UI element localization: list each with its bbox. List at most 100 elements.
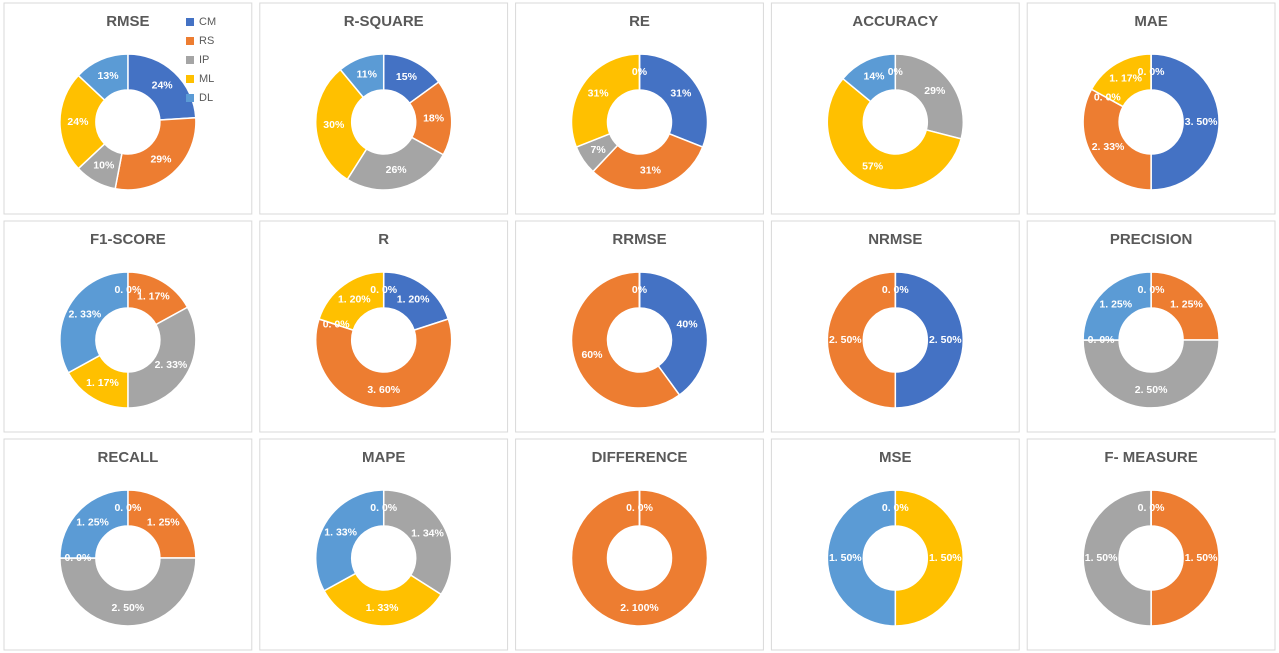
data-label: 7% <box>591 144 607 156</box>
donut-slice <box>1150 271 1220 341</box>
chart-title: RMSE <box>106 13 149 30</box>
data-label: 1. 17% <box>137 291 170 303</box>
data-label: 0% <box>888 66 904 78</box>
chart-title: RE <box>629 13 650 30</box>
data-label: 2. 50% <box>1135 384 1168 396</box>
data-label: 1. 20% <box>397 293 430 305</box>
data-label: 0. 0% <box>1094 92 1122 104</box>
donut-slice <box>382 489 453 596</box>
donut-slice <box>1150 53 1220 191</box>
data-label: 3. 60% <box>367 384 400 396</box>
data-label: 24% <box>67 116 89 128</box>
donut-slice <box>841 53 897 103</box>
legend-label: ML <box>199 73 214 85</box>
legend-label: RS <box>199 35 214 47</box>
data-label: 60% <box>581 349 603 361</box>
data-label: 1. 50% <box>1085 552 1118 564</box>
data-label: 10% <box>93 160 115 172</box>
donut-slice <box>59 489 129 559</box>
legend-swatch <box>186 75 194 83</box>
data-label: 0. 0% <box>323 318 351 330</box>
data-label: 1. 25% <box>147 516 180 528</box>
chart-title: MAE <box>1134 13 1167 30</box>
data-label: 0. 0% <box>882 502 910 514</box>
data-label: 11% <box>357 69 378 81</box>
legend-label: IP <box>199 54 209 66</box>
chart-title: PRECISION <box>1110 231 1193 248</box>
data-label: 24% <box>152 79 174 91</box>
chart-title: ACCURACY <box>852 13 938 30</box>
panel <box>770 2 1020 215</box>
legend-swatch <box>186 94 194 102</box>
donut-slice <box>59 557 197 627</box>
data-label: 31% <box>588 88 610 100</box>
data-label: 3. 50% <box>1185 116 1218 128</box>
data-label: 0. 0% <box>882 284 910 296</box>
data-label: 57% <box>862 160 884 172</box>
data-label: 0% <box>632 284 648 296</box>
donut-slice <box>826 271 897 409</box>
chart-title: NRMSE <box>868 231 922 248</box>
data-label: 14% <box>864 71 886 83</box>
data-label: 2. 50% <box>112 602 145 614</box>
chart-title: MSE <box>879 449 912 466</box>
donut-slice <box>127 306 197 409</box>
data-label: 26% <box>386 164 408 176</box>
data-label: 15% <box>396 71 418 83</box>
data-label: 0. 0% <box>1138 284 1166 296</box>
chart-title: RRMSE <box>612 231 666 248</box>
chart-title: R <box>378 231 389 248</box>
data-label: 31% <box>670 88 692 100</box>
data-label: 1. 25% <box>76 516 109 528</box>
donut-slice <box>1150 489 1220 627</box>
data-label: 2. 33% <box>1092 141 1125 153</box>
data-label: 2. 33% <box>69 308 102 320</box>
donut-slice <box>826 489 897 627</box>
data-label: 0% <box>632 66 648 78</box>
donut-slice <box>570 489 709 627</box>
chart-title: F- MEASURE <box>1104 449 1197 466</box>
data-label: 0. 0% <box>370 502 398 514</box>
data-label: 1. 25% <box>1170 298 1203 310</box>
data-label: 0. 0% <box>1138 502 1166 514</box>
donut-slice <box>77 53 129 102</box>
data-label: 18% <box>423 113 445 125</box>
legend-label: CM <box>199 16 216 28</box>
donut-slice <box>894 271 965 409</box>
donut-slice <box>339 53 385 99</box>
donut-slice <box>314 318 453 409</box>
data-label: 1. 50% <box>929 552 962 564</box>
data-label: 1. 17% <box>86 377 119 389</box>
donut-slice <box>323 572 443 627</box>
data-label: 31% <box>640 165 662 177</box>
donut-slice <box>114 116 197 191</box>
donut-slice <box>591 132 704 191</box>
data-label: 0. 0% <box>626 502 654 514</box>
donut-slice <box>314 489 385 592</box>
data-label: 0. 0% <box>370 284 398 296</box>
donut-slice <box>894 489 965 627</box>
donut-slice <box>1082 88 1152 191</box>
legend-swatch <box>186 37 194 45</box>
donut-slice <box>826 77 963 191</box>
chart-title: R-SQUARE <box>344 13 424 30</box>
data-label: 1. 33% <box>366 602 399 614</box>
data-label: 13% <box>98 70 120 82</box>
legend-swatch <box>186 56 194 64</box>
donut-slice <box>570 53 641 149</box>
data-label: 0. 0% <box>114 284 142 296</box>
chart-title: RECALL <box>97 449 158 466</box>
data-label: 2. 100% <box>620 602 659 614</box>
donut-slice <box>638 271 709 397</box>
data-label: 0. 0% <box>114 502 142 514</box>
data-label: 1. 50% <box>1185 552 1218 564</box>
donut-slice <box>638 53 709 149</box>
data-label: 29% <box>150 153 172 165</box>
chart-title: F1-SCORE <box>90 231 166 248</box>
data-label: 1. 33% <box>324 526 357 538</box>
data-label: 1. 25% <box>1099 298 1132 310</box>
donut-slice <box>1082 489 1152 627</box>
chart-title: DIFFERENCE <box>592 449 688 466</box>
donut-slice <box>570 271 681 409</box>
data-label: 1. 17% <box>1109 73 1142 85</box>
